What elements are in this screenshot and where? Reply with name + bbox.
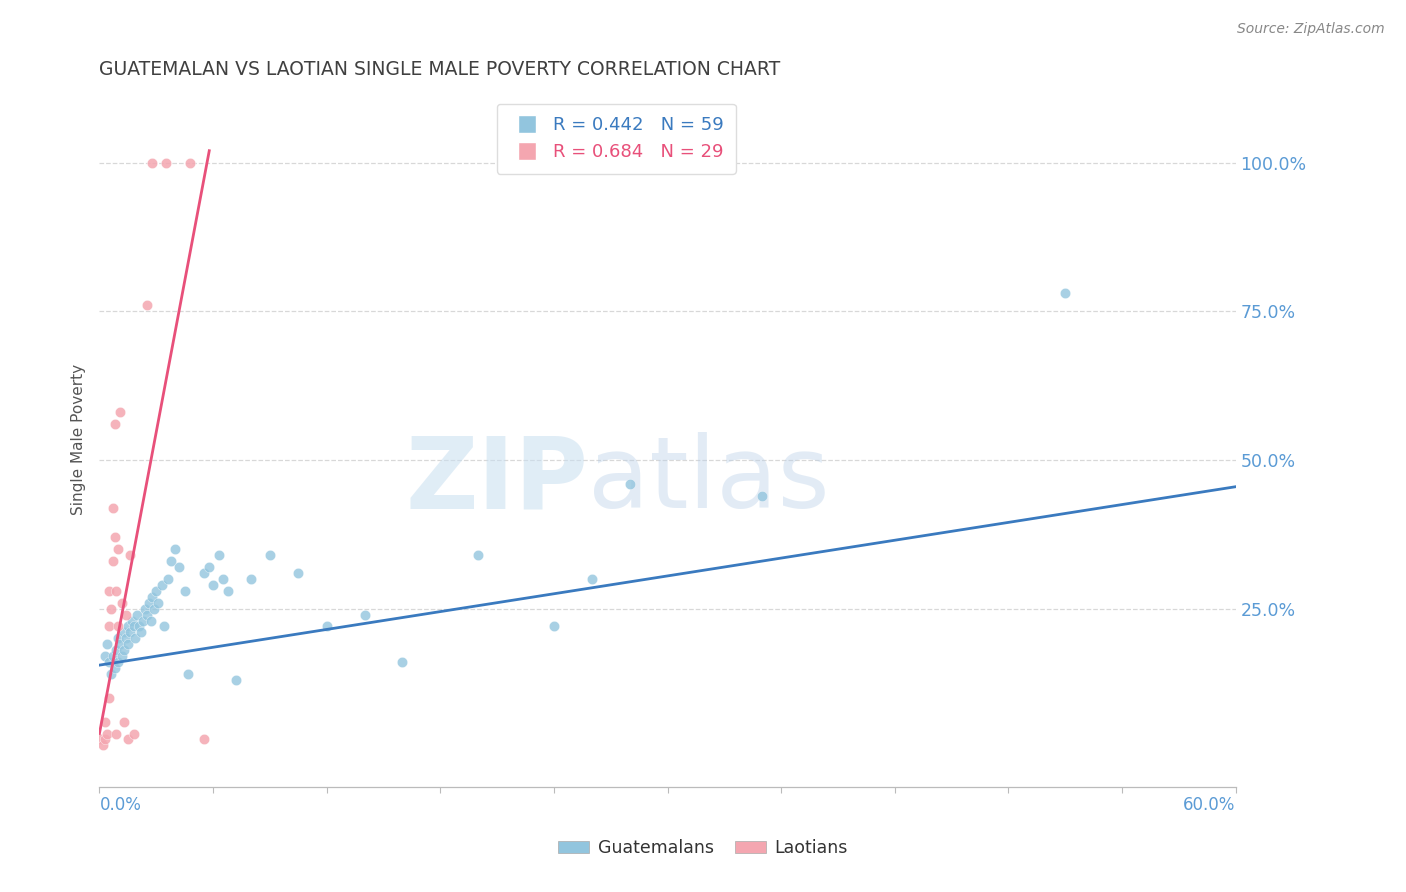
Point xyxy=(97,619,120,633)
Point xyxy=(259,548,281,562)
Point xyxy=(138,596,160,610)
Point xyxy=(198,560,221,574)
Point xyxy=(110,637,132,651)
Point xyxy=(179,155,201,169)
Point xyxy=(118,548,141,562)
Point xyxy=(353,607,375,622)
Text: 0.0%: 0.0% xyxy=(100,797,142,814)
Point xyxy=(150,578,173,592)
Point xyxy=(153,619,176,633)
Point xyxy=(315,619,337,633)
Point xyxy=(211,572,233,586)
Point xyxy=(467,548,489,562)
Point xyxy=(156,572,179,586)
Point xyxy=(103,417,125,432)
Point xyxy=(124,632,146,646)
Point xyxy=(167,560,190,574)
Point xyxy=(90,732,112,747)
Point xyxy=(132,614,155,628)
Point xyxy=(107,655,129,669)
Point xyxy=(117,732,139,747)
Point xyxy=(94,732,117,747)
Point xyxy=(121,614,143,628)
Point xyxy=(107,542,129,557)
Point xyxy=(129,625,152,640)
Point xyxy=(619,476,641,491)
Point xyxy=(101,649,124,664)
Point xyxy=(111,596,134,610)
Point xyxy=(101,554,124,568)
Point xyxy=(103,661,125,675)
Point xyxy=(111,649,134,664)
Point xyxy=(155,155,177,169)
Point xyxy=(160,554,183,568)
Point xyxy=(117,637,139,651)
Point xyxy=(141,590,163,604)
Point xyxy=(97,690,120,705)
Point xyxy=(139,614,162,628)
Point xyxy=(107,619,129,633)
Point xyxy=(193,732,215,747)
Point xyxy=(1054,286,1077,301)
Point xyxy=(122,726,145,740)
Point xyxy=(96,726,118,740)
Text: atlas: atlas xyxy=(588,433,830,529)
Point xyxy=(115,607,138,622)
Point xyxy=(100,601,122,615)
Point xyxy=(100,667,122,681)
Point xyxy=(110,405,132,419)
Point xyxy=(239,572,262,586)
Text: Source: ZipAtlas.com: Source: ZipAtlas.com xyxy=(1237,22,1385,37)
Point xyxy=(141,155,163,169)
Point xyxy=(146,596,169,610)
Point xyxy=(135,298,157,312)
Point xyxy=(543,619,565,633)
Point xyxy=(135,607,157,622)
Point xyxy=(101,500,124,515)
Point xyxy=(107,632,129,646)
Point xyxy=(173,583,195,598)
Point xyxy=(177,667,200,681)
Point xyxy=(117,619,139,633)
Point xyxy=(145,583,167,598)
Point xyxy=(103,530,125,544)
Point xyxy=(112,643,135,657)
Point xyxy=(105,583,128,598)
Point xyxy=(96,637,118,651)
Point xyxy=(97,583,120,598)
Point xyxy=(225,673,247,687)
Point xyxy=(94,714,117,729)
Point xyxy=(118,625,141,640)
Legend: Guatemalans, Laotians: Guatemalans, Laotians xyxy=(551,832,855,863)
Text: GUATEMALAN VS LAOTIAN SINGLE MALE POVERTY CORRELATION CHART: GUATEMALAN VS LAOTIAN SINGLE MALE POVERT… xyxy=(100,60,780,78)
Y-axis label: Single Male Poverty: Single Male Poverty xyxy=(72,364,86,515)
Point xyxy=(115,632,138,646)
Point xyxy=(122,619,145,633)
Point xyxy=(751,489,773,503)
Point xyxy=(287,566,309,580)
Point xyxy=(97,655,120,669)
Point xyxy=(217,583,239,598)
Point xyxy=(208,548,231,562)
Point xyxy=(143,601,166,615)
Point xyxy=(105,726,128,740)
Point xyxy=(112,714,135,729)
Text: ZIP: ZIP xyxy=(405,433,588,529)
Point xyxy=(94,649,117,664)
Point xyxy=(105,643,128,657)
Legend: R = 0.442   N = 59, R = 0.684   N = 29: R = 0.442 N = 59, R = 0.684 N = 29 xyxy=(496,103,737,174)
Point xyxy=(202,578,225,592)
Point xyxy=(134,601,156,615)
Point xyxy=(165,542,187,557)
Point xyxy=(193,566,215,580)
Point xyxy=(112,625,135,640)
Point xyxy=(127,607,149,622)
Text: 60.0%: 60.0% xyxy=(1184,797,1236,814)
Point xyxy=(128,619,150,633)
Point xyxy=(581,572,603,586)
Point xyxy=(91,739,114,753)
Point xyxy=(391,655,413,669)
